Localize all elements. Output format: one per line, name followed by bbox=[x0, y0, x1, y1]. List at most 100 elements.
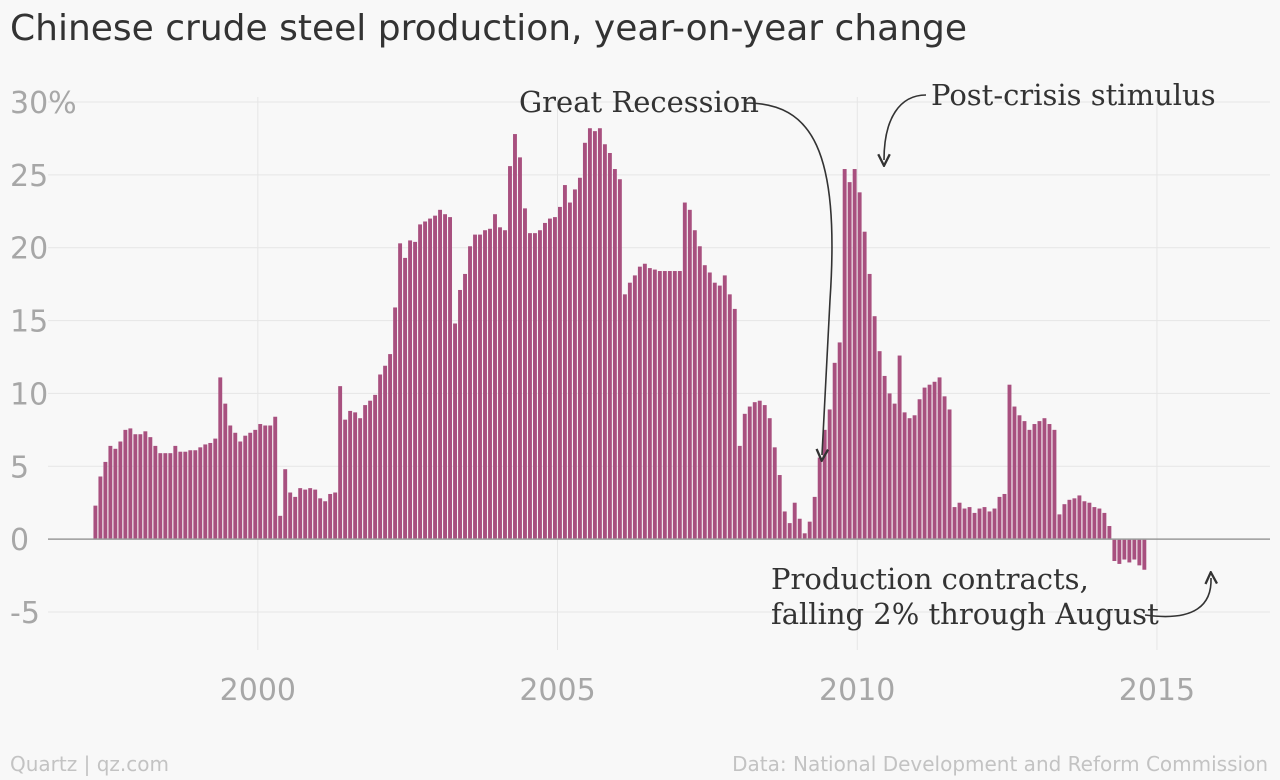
bar bbox=[133, 434, 138, 540]
bar bbox=[852, 169, 857, 540]
bar bbox=[822, 429, 827, 540]
bar bbox=[398, 243, 403, 540]
bar bbox=[567, 202, 572, 540]
bar bbox=[1067, 499, 1072, 540]
bar bbox=[358, 418, 363, 540]
bar bbox=[273, 416, 278, 540]
annotation-great-recession: Great Recession bbox=[519, 85, 759, 119]
bar bbox=[912, 415, 917, 540]
bar bbox=[1022, 421, 1027, 540]
bar bbox=[702, 265, 707, 540]
bar bbox=[627, 282, 632, 540]
bar bbox=[298, 488, 303, 540]
bar bbox=[917, 399, 922, 540]
bar bbox=[777, 475, 782, 540]
bar bbox=[607, 153, 612, 540]
bar bbox=[1107, 526, 1112, 540]
bar bbox=[198, 447, 203, 540]
bar bbox=[1117, 539, 1122, 564]
bar bbox=[168, 453, 173, 540]
bar bbox=[218, 377, 223, 540]
bar bbox=[338, 386, 343, 540]
chart-title: Chinese crude steel production, year-on-… bbox=[10, 8, 968, 49]
bar bbox=[792, 502, 797, 540]
bar bbox=[697, 246, 702, 540]
bar bbox=[827, 409, 832, 540]
bar bbox=[103, 461, 108, 540]
bar bbox=[1082, 501, 1087, 540]
x-tick-label: 2015 bbox=[1119, 673, 1195, 708]
bar bbox=[737, 445, 742, 540]
bar bbox=[253, 429, 258, 540]
bar bbox=[208, 442, 213, 540]
bar bbox=[597, 128, 602, 540]
bar bbox=[518, 157, 522, 540]
bar bbox=[612, 169, 617, 540]
bar bbox=[632, 275, 637, 540]
bar bbox=[1062, 504, 1067, 540]
bar bbox=[747, 406, 752, 540]
bar bbox=[378, 374, 383, 540]
bar bbox=[363, 405, 368, 540]
bar bbox=[932, 381, 937, 540]
bar bbox=[468, 246, 472, 540]
bar bbox=[323, 501, 328, 540]
bar bbox=[552, 217, 557, 540]
bar bbox=[443, 214, 447, 540]
bar bbox=[577, 177, 582, 540]
bar bbox=[1047, 424, 1052, 540]
bar bbox=[233, 432, 238, 540]
bar bbox=[503, 230, 507, 540]
bar bbox=[652, 269, 657, 540]
bar bbox=[847, 182, 852, 540]
bar bbox=[722, 275, 727, 540]
bar bbox=[1112, 539, 1117, 561]
bar bbox=[742, 413, 747, 540]
bar bbox=[1137, 539, 1142, 566]
bar bbox=[248, 432, 253, 540]
bar bbox=[98, 476, 103, 540]
bar bbox=[153, 445, 158, 540]
bar bbox=[942, 396, 947, 540]
bar bbox=[143, 431, 148, 540]
y-tick-label: 5 bbox=[10, 450, 29, 485]
bar bbox=[967, 507, 972, 540]
footer-credit: Quartz | qz.com bbox=[10, 752, 169, 776]
bar bbox=[667, 271, 672, 540]
bar bbox=[333, 492, 338, 540]
bar bbox=[1102, 512, 1107, 540]
bar bbox=[1057, 514, 1062, 540]
bar bbox=[972, 512, 977, 540]
bar bbox=[1132, 539, 1137, 560]
bar bbox=[677, 271, 682, 540]
y-tick-label: 0 bbox=[10, 523, 29, 558]
bar bbox=[478, 234, 482, 540]
production-contracts-arrow bbox=[1144, 578, 1211, 618]
bar bbox=[178, 451, 183, 540]
bar bbox=[458, 289, 462, 540]
bar bbox=[498, 227, 502, 540]
bar bbox=[373, 394, 378, 540]
bar bbox=[732, 308, 737, 540]
bar bbox=[293, 496, 298, 540]
great-recession-arrow bbox=[745, 102, 833, 455]
x-tick-label: 2005 bbox=[519, 673, 595, 708]
bar bbox=[548, 218, 552, 540]
bar bbox=[647, 268, 652, 540]
bar bbox=[288, 492, 293, 540]
bar bbox=[118, 441, 123, 540]
bar bbox=[383, 365, 388, 540]
bar bbox=[433, 215, 438, 540]
bar bbox=[508, 166, 512, 540]
bar bbox=[513, 134, 517, 540]
bar bbox=[403, 257, 408, 540]
bar bbox=[862, 231, 867, 540]
bar bbox=[1072, 498, 1077, 540]
bar bbox=[707, 272, 712, 540]
bar bbox=[692, 230, 697, 540]
bar bbox=[817, 457, 822, 540]
y-axis-ticks: 30% 25 20 15 10 5 0 -5 bbox=[10, 86, 77, 631]
bar bbox=[348, 410, 353, 540]
bar bbox=[1042, 418, 1047, 540]
bar bbox=[528, 233, 532, 540]
